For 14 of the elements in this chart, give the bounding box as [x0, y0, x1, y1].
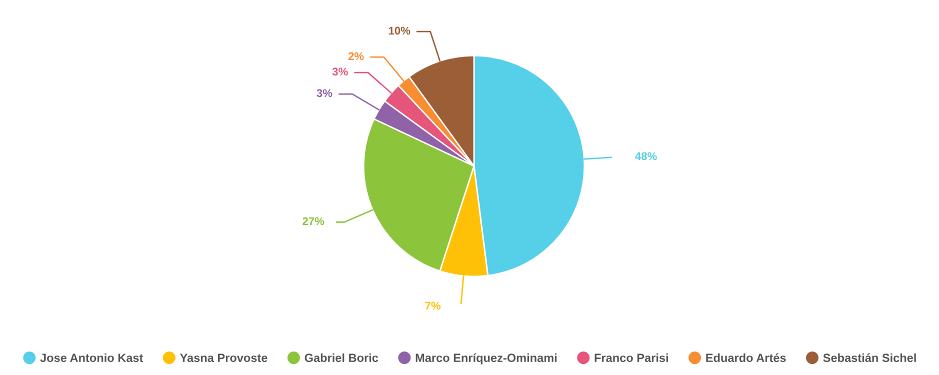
- legend-label: Yasna Provoste: [180, 354, 268, 362]
- data-label: 2%: [348, 52, 364, 60]
- legend-label: Eduardo Artés: [706, 353, 786, 362]
- legend-label: Jose Antonio Kast: [40, 353, 144, 362]
- data-label: 48%: [635, 152, 657, 160]
- data-label: 3%: [332, 68, 348, 76]
- data-label: 10%: [388, 26, 410, 35]
- data-label: 27%: [302, 217, 324, 226]
- data-label: 3%: [316, 89, 332, 98]
- legend-label: Marco Enríquez-Ominami: [416, 353, 557, 364]
- legend-label: Sebastián Sichel: [823, 353, 916, 362]
- legend-label: Gabriel Boric: [304, 353, 378, 362]
- legend-label: Franco Parisi: [594, 353, 668, 362]
- data-label: 7%: [425, 302, 441, 310]
